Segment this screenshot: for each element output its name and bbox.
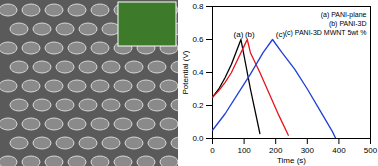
- svg-text:500: 500: [364, 146, 378, 155]
- svg-text:0.6: 0.6: [192, 35, 204, 44]
- svg-text:(b): (b): [245, 30, 255, 39]
- svg-text:0.2: 0.2: [192, 101, 204, 110]
- svg-text:0: 0: [210, 146, 215, 155]
- svg-text:0.0: 0.0: [192, 134, 204, 143]
- svg-text:200: 200: [269, 146, 283, 155]
- svg-text:Potential (V): Potential (V): [181, 50, 190, 94]
- svg-text:(c) PANI-3D MWNT 5wt %: (c) PANI-3D MWNT 5wt %: [285, 29, 367, 37]
- svg-text:400: 400: [332, 146, 346, 155]
- svg-text:0.8: 0.8: [192, 2, 204, 11]
- svg-text:300: 300: [301, 146, 315, 155]
- svg-text:(b) PANI-3D: (b) PANI-3D: [329, 20, 367, 28]
- svg-text:(c): (c): [275, 30, 286, 40]
- svg-text:100: 100: [237, 146, 251, 155]
- svg-text:Time (s): Time (s): [277, 156, 306, 165]
- svg-text:(a): (a): [234, 30, 244, 39]
- svg-text:(a) PANI-plane: (a) PANI-plane: [321, 11, 367, 19]
- svg-text:0.4: 0.4: [192, 68, 204, 77]
